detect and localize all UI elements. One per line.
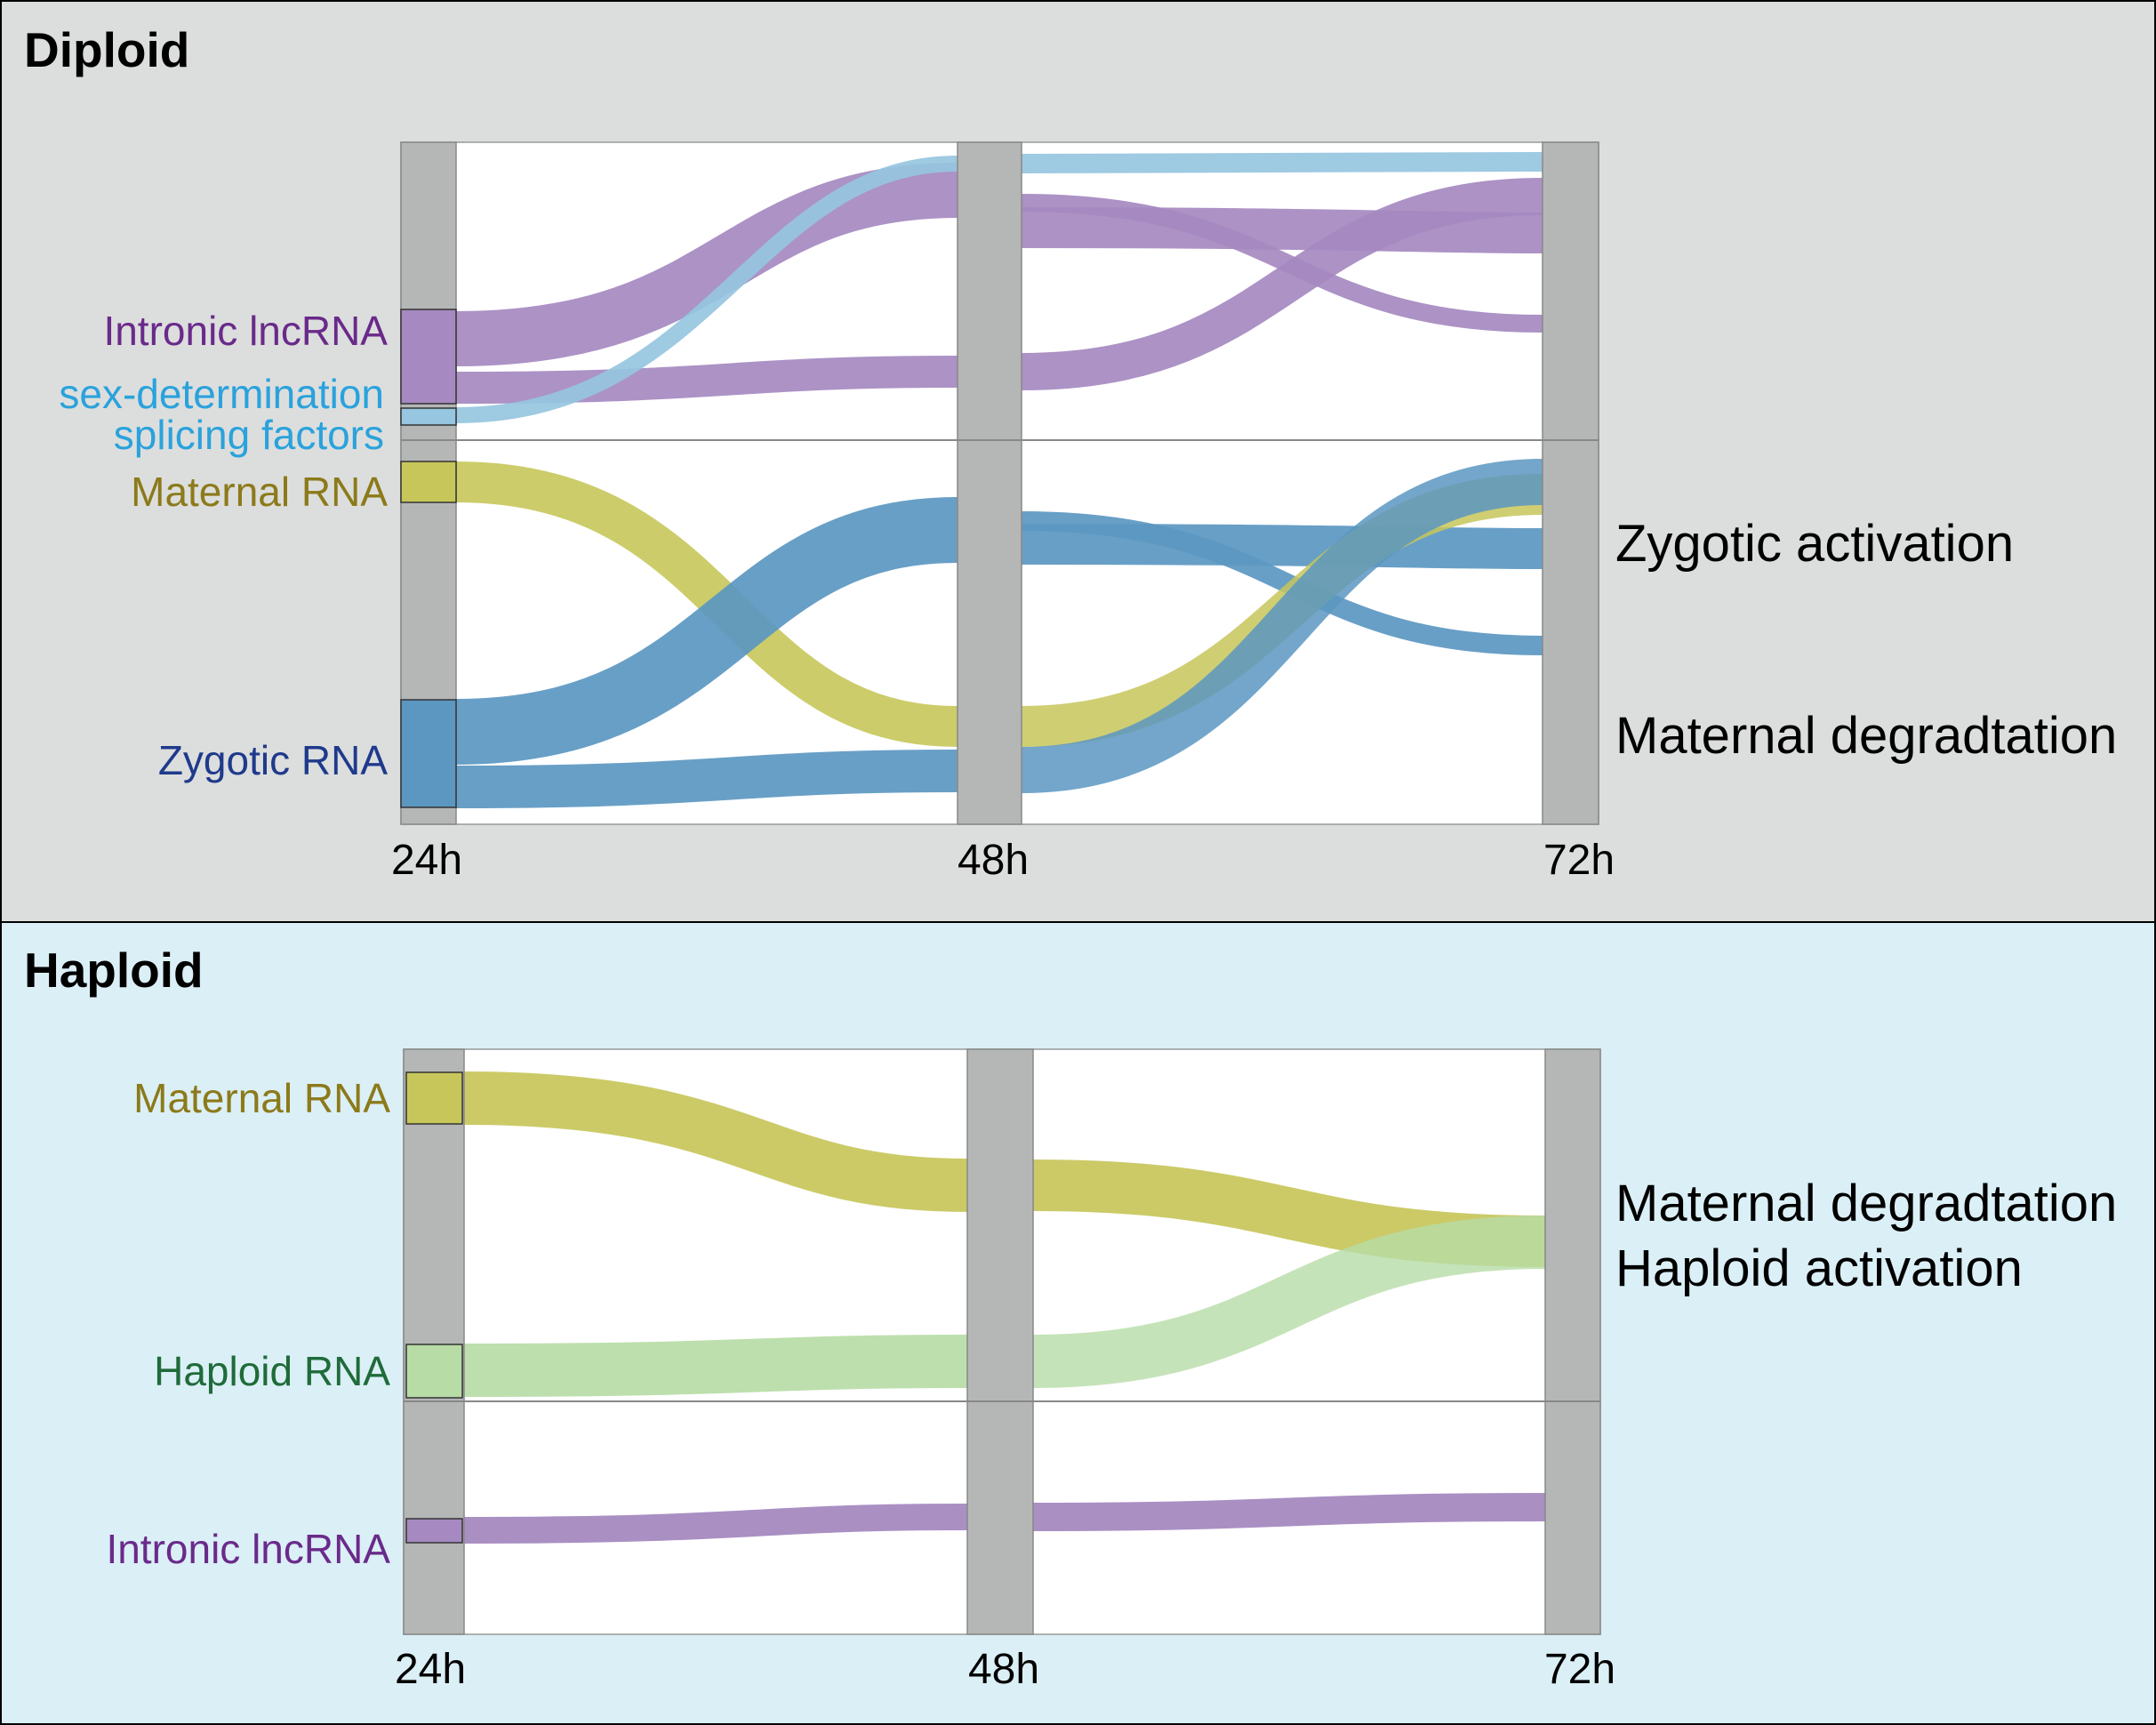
haploid-tick-48h: 48h (968, 1646, 1039, 1693)
flow-intronic-48-72-up (1021, 178, 1543, 390)
node-zygotic-24h (400, 699, 457, 808)
haploid-title: Haploid (24, 943, 204, 998)
node-haploid-24h (405, 1344, 463, 1399)
node-bar-72h (1542, 141, 1599, 825)
flow-intronic-48-72-mid (1021, 207, 1543, 253)
flow-maternal-24-48 (463, 1071, 968, 1212)
diploid-tick-48h: 48h (958, 837, 1029, 884)
flow-intronic-24-48-up (455, 163, 958, 366)
haploid-tick-24h: 24h (395, 1646, 466, 1693)
flow-zygotic-48-72-up (1021, 459, 1543, 793)
flow-zygotic-48-72-mid (1021, 524, 1543, 569)
flow-haploid-24-48 (463, 1335, 968, 1397)
flow-intronic-48-72 (1032, 1493, 1546, 1531)
diploid-tick-24h: 24h (391, 837, 462, 884)
node-bar-72h (1544, 1048, 1601, 1635)
diploid-label-intronic: Intronic lncRNA (103, 308, 388, 354)
node-bar-24h (403, 1048, 465, 1635)
diploid-title: Diploid (24, 22, 189, 77)
haploid-label-haploid: Haploid RNA (154, 1348, 390, 1394)
node-maternal-24h (405, 1071, 463, 1125)
diploid-note-maternal-degradation: Maternal degradtation (1615, 707, 2117, 765)
node-bar-48h (966, 1048, 1034, 1635)
haploid-label-intronic: Intronic lncRNA (106, 1526, 390, 1572)
flow-zygotic-24-48-low (455, 750, 958, 808)
flow-sex-24-48 (455, 156, 958, 423)
flow-haploid-48-72 (1032, 1216, 1546, 1388)
diploid-label-sex-line2: splicing factors (114, 412, 384, 458)
node-intronic-24h (405, 1518, 463, 1544)
haploid-tick-72h: 72h (1544, 1646, 1615, 1693)
node-intronic-24h (400, 309, 457, 405)
flow-sex-48-72 (1021, 152, 1543, 173)
flow-intronic-24-48-low (455, 356, 958, 404)
node-maternal-24h (400, 461, 457, 503)
node-bar-48h (957, 141, 1022, 825)
node-sex-24h (400, 407, 457, 426)
diploid-note-zygotic-activation: Zygotic activation (1615, 515, 2014, 573)
haploid-note-haploid-activation: Haploid activation (1615, 1240, 2023, 1297)
diploid-label-sex-line1: sex-determination (59, 371, 384, 417)
diploid-sankey (400, 141, 1599, 825)
diploid-label-maternal: Maternal RNA (131, 469, 388, 515)
flow-zygotic-24-48-up (455, 497, 958, 765)
haploid-sankey (403, 1048, 1601, 1635)
haploid-note-maternal-degradation: Maternal degradtation (1615, 1175, 2117, 1232)
diploid-tick-72h: 72h (1543, 837, 1615, 884)
haploid-label-maternal: Maternal RNA (133, 1075, 390, 1121)
flow-intronic-24-48 (463, 1504, 968, 1544)
diploid-label-zygotic: Zygotic RNA (158, 737, 388, 783)
